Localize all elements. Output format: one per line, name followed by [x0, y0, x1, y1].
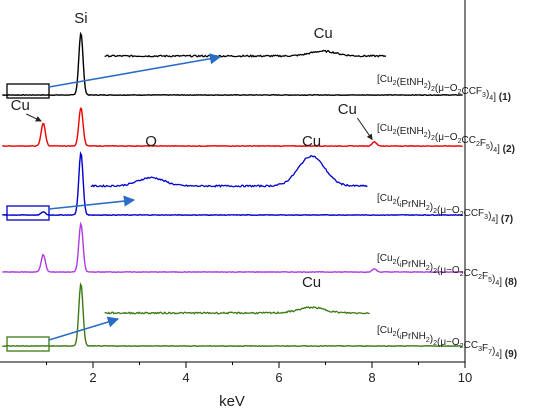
zoom-region-box-3 [6, 205, 50, 221]
zoom-peak-label-5-1: Cu [302, 274, 321, 291]
series-label-4: [Cu2(iPrNH2)2(μ−O2CC2F5)4] (8) [377, 253, 517, 288]
x-tick-label-10: 10 [458, 370, 472, 385]
spectrum-line-1 [2, 31, 463, 97]
peak-arrow-2-1 [26, 113, 42, 122]
series-label-3: [Cu2(iPrNH2)2(μ−O2CCF3)4] (7) [377, 193, 513, 225]
zoom-region-box-5 [6, 336, 50, 352]
annotation-label-1: Si [74, 10, 87, 27]
series-label-2: [Cu2(EtNH2)2(μ−O2CC2F5)4] (2) [377, 123, 515, 155]
x-tick-label-4: 4 [182, 370, 189, 385]
zoom-peak-label-3-2: Cu [302, 133, 321, 150]
zoom-peak-label-3-1: O [145, 133, 157, 150]
x-tick-label-8: 8 [368, 370, 375, 385]
zoom-inset-line-3 [90, 154, 368, 188]
spectrum-line-3 [2, 151, 463, 217]
x-tick-label-2: 2 [89, 370, 96, 385]
x-axis: 2 4 6 8 10 [0, 0, 472, 385]
zoom-arrow-5 [48, 316, 120, 341]
zoom-inset-line-5 [104, 306, 370, 315]
zoom-inset-line-1 [104, 49, 387, 58]
spectrum-line-2 [2, 107, 463, 148]
zoom-arrow-1 [48, 53, 222, 88]
series-label-1: [Cu2(EtNH2)2(μ−O2CCF3)4] (1) [377, 74, 511, 103]
zoom-region-box-1 [6, 83, 50, 99]
zoom-arrow-3 [48, 195, 136, 210]
zoom-peak-label-1-1: Cu [314, 25, 333, 42]
peak-label-2-2: Cu [338, 101, 357, 118]
spectrum-line-5 [2, 282, 463, 348]
plot-area: Cu [Cu2(EtNH2)2(μ−O2CCF3)4] (1) Cu Cu [Cu2(E… [2, 10, 517, 360]
x-tick-label-6: 6 [275, 370, 282, 385]
peak-label-2-1: Cu [11, 97, 30, 114]
spectrum-line-4 [2, 221, 463, 274]
series-label-5: [Cu2(iPrNH2)2(μ−O2CC3F7)4] (9) [377, 325, 517, 360]
x-axis-title: keV [219, 393, 245, 410]
peak-arrow-2-2 [356, 117, 373, 141]
